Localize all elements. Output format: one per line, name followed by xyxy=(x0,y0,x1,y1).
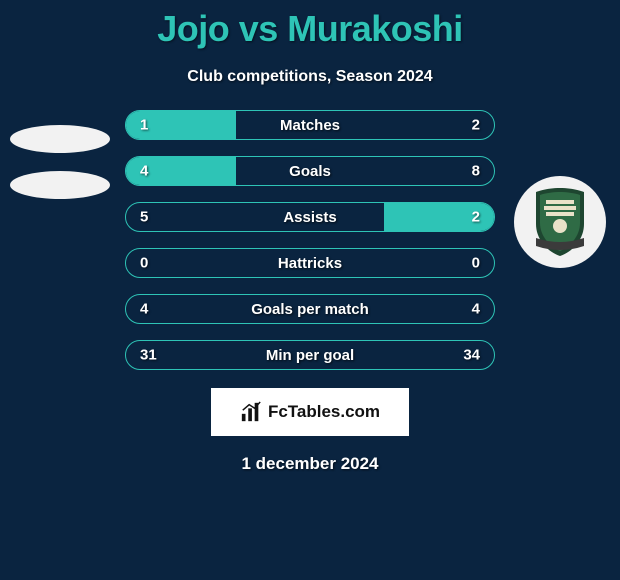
stat-label: Matches xyxy=(280,117,340,134)
branding-box: FcTables.com xyxy=(211,388,409,436)
stat-left-value: 0 xyxy=(140,255,148,272)
stat-left-value: 4 xyxy=(140,301,148,318)
ellipse-icon xyxy=(10,125,110,153)
stat-row: 31 Min per goal 34 xyxy=(125,340,495,370)
page-subtitle: Club competitions, Season 2024 xyxy=(0,68,620,86)
chart-icon xyxy=(240,401,262,423)
stat-right-value: 4 xyxy=(472,301,480,318)
stat-right-value: 2 xyxy=(472,209,480,226)
stat-row: 1 Matches 2 xyxy=(125,110,495,140)
stats-list: 1 Matches 2 4 Goals 8 5 Assists 2 0 Hattricks 0 4 Goa… xyxy=(125,110,495,370)
stat-label: Goals xyxy=(289,163,331,180)
left-team-badge xyxy=(10,112,110,212)
right-team-badge xyxy=(510,172,610,272)
stat-row: 4 Goals 8 xyxy=(125,156,495,186)
date-text: 1 december 2024 xyxy=(0,454,620,474)
stat-right-value: 2 xyxy=(472,117,480,134)
stat-row: 5 Assists 2 xyxy=(125,202,495,232)
crest-icon xyxy=(514,176,606,268)
stat-right-value: 8 xyxy=(472,163,480,180)
stat-label: Assists xyxy=(283,209,336,226)
branding-text: FcTables.com xyxy=(268,402,380,422)
stat-right-value: 0 xyxy=(472,255,480,272)
ellipse-icon xyxy=(10,171,110,199)
stat-left-value: 4 xyxy=(140,163,148,180)
stat-label: Min per goal xyxy=(266,347,354,364)
stat-label: Goals per match xyxy=(251,301,369,318)
stat-label: Hattricks xyxy=(278,255,342,272)
stat-right-value: 34 xyxy=(463,347,480,364)
stat-left-value: 31 xyxy=(140,347,157,364)
stat-left-value: 1 xyxy=(140,117,148,134)
stat-left-value: 5 xyxy=(140,209,148,226)
stat-row: 0 Hattricks 0 xyxy=(125,248,495,278)
page-title: Jojo vs Murakoshi xyxy=(0,0,620,50)
stat-row: 4 Goals per match 4 xyxy=(125,294,495,324)
